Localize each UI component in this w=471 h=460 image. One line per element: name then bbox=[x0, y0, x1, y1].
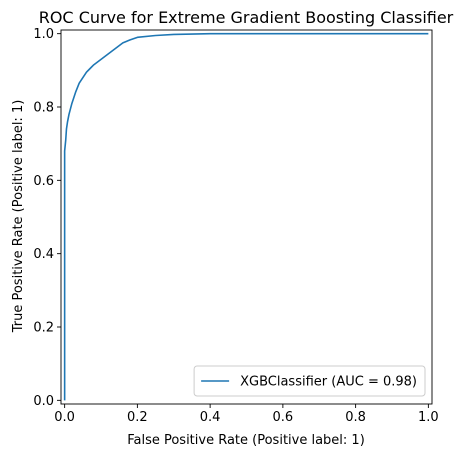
y-tick-label: 1.0 bbox=[33, 27, 54, 42]
y-tick-label: 0.0 bbox=[33, 394, 54, 409]
y-tick-label: 0.8 bbox=[33, 101, 54, 116]
legend-box bbox=[193, 365, 426, 397]
plot-area: 0.0 0.2 0.4 0.6 0.8 1.0 0.0 0.2 0.4 0.6 0.8 1.0 bbox=[33, 27, 438, 425]
chart-title: ROC Curve for Extreme Gradient Boosting … bbox=[39, 8, 454, 27]
legend: XGBClassifier (AUC = 0.98) bbox=[193, 365, 426, 397]
y-axis-label: True Positive Rate (Positive label: 1) bbox=[11, 100, 26, 334]
y-tick-label: 0.4 bbox=[33, 247, 54, 262]
y-tick-label: 0.6 bbox=[33, 174, 54, 189]
x-tick-label: 0.2 bbox=[127, 410, 148, 425]
x-tick-label: 1.0 bbox=[418, 410, 439, 425]
axes-frame bbox=[60, 29, 433, 405]
x-tick-label: 0.6 bbox=[273, 410, 294, 425]
x-tick-label: 0.8 bbox=[345, 410, 366, 425]
legend-label: XGBClassifier (AUC = 0.98) bbox=[240, 375, 417, 390]
x-tick-label: 0.0 bbox=[54, 410, 75, 425]
series-line-0 bbox=[63, 32, 429, 401]
x-tick-label: 0.4 bbox=[200, 410, 221, 425]
y-tick-label: 0.2 bbox=[33, 321, 54, 336]
x-axis-label: False Positive Rate (Positive label: 1) bbox=[127, 433, 365, 448]
